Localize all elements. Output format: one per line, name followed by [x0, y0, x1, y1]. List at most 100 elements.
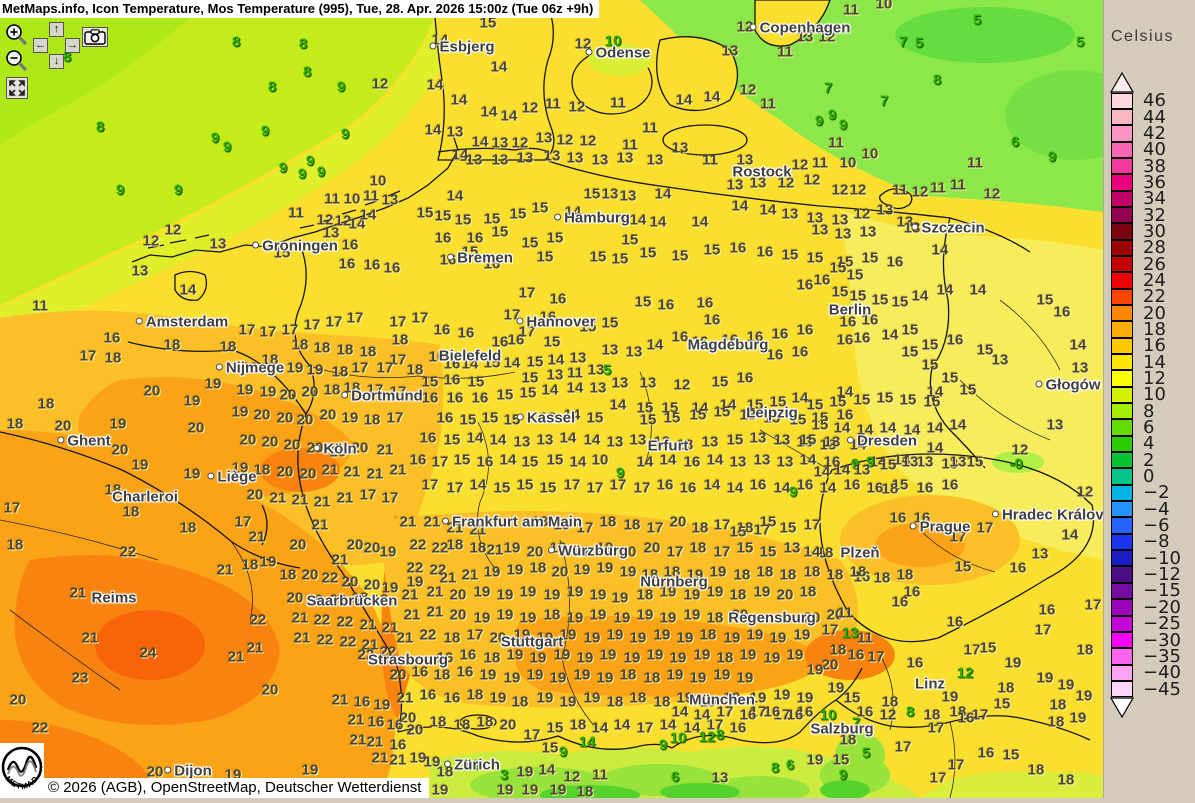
- scale-swatch: [1111, 337, 1133, 354]
- map-title: MetMaps.info, Icon Temperature, Mos Temp…: [0, 0, 600, 18]
- scale-overflow-top-triangle: [1110, 72, 1134, 93]
- scale-swatch: [1111, 566, 1133, 583]
- scale-label: 14: [1143, 351, 1166, 373]
- scale-label: 42: [1143, 122, 1166, 144]
- scale-entry: −40: [1111, 662, 1181, 684]
- scale-swatch: [1111, 452, 1133, 469]
- scale-label: −40: [1143, 662, 1181, 684]
- scale-label: 0: [1143, 466, 1155, 488]
- scale-swatch: [1111, 419, 1133, 436]
- pan-right-button[interactable]: →: [65, 38, 80, 53]
- scale-label: −35: [1143, 645, 1181, 667]
- scale-swatch: [1111, 533, 1133, 551]
- arrow-right-icon: →: [67, 39, 78, 51]
- zoom-in-button[interactable]: [5, 23, 29, 47]
- scale-swatch: [1111, 648, 1133, 665]
- camera-icon: [84, 29, 106, 45]
- scale-entry: 42: [1111, 122, 1181, 144]
- scale-swatch: [1111, 321, 1133, 338]
- scale-entry: 46: [1111, 90, 1181, 112]
- scale-entry: 10: [1111, 384, 1181, 406]
- arrow-down-icon: ↓: [53, 55, 60, 67]
- scale-label: 16: [1143, 335, 1166, 357]
- legend-sidebar: Celsius 46 44 42 40 38 36 34 32 30 28 26 24 22 20 18 16…: [1103, 0, 1195, 798]
- scale-swatch: [1111, 403, 1133, 420]
- scale-entry: 4: [1111, 435, 1181, 453]
- scale-swatch: [1111, 615, 1133, 632]
- scale-swatch: [1111, 288, 1133, 305]
- scale-swatch: [1111, 92, 1133, 109]
- arrow-up-icon: ↑: [53, 23, 60, 35]
- scale-label: 30: [1143, 220, 1166, 242]
- scale-entry: −25: [1111, 615, 1181, 633]
- scale-label: −6: [1143, 515, 1170, 537]
- scale-swatches: 46 44 42 40 38 36 34 32 30 28 26 24 22 20 18 16 14 12 10 8 6…: [1111, 90, 1181, 698]
- scale-swatch: [1111, 190, 1133, 207]
- scale-entry: 30: [1111, 220, 1181, 242]
- scale-swatch: [1111, 174, 1133, 191]
- basemap-graphics: [0, 0, 1103, 798]
- scale-swatch: [1111, 550, 1133, 567]
- scale-entry: −8: [1111, 531, 1181, 553]
- scale-swatch: [1111, 631, 1133, 649]
- scale-swatch: [1111, 386, 1133, 404]
- scale-entry: 18: [1111, 318, 1181, 340]
- scale-swatch: [1111, 468, 1133, 485]
- legend-title: Celsius: [1111, 28, 1174, 45]
- scale-swatch: [1111, 157, 1133, 175]
- scale-label: −4: [1143, 498, 1170, 520]
- scale-label: 26: [1143, 253, 1166, 275]
- scale-swatch: [1111, 272, 1133, 289]
- scale-label: −2: [1143, 482, 1170, 504]
- zoom-out-button[interactable]: [5, 49, 29, 73]
- scale-entry: 22: [1111, 286, 1181, 308]
- scale-label: 12: [1143, 368, 1166, 390]
- scale-label: 2: [1143, 449, 1155, 471]
- scale-entry: 12: [1111, 368, 1181, 390]
- scale-entry: −15: [1111, 580, 1181, 602]
- scale-entry: −45: [1111, 680, 1181, 698]
- scale-label: 40: [1143, 139, 1166, 161]
- scale-label: 38: [1143, 155, 1166, 177]
- scale-swatch: [1111, 517, 1133, 534]
- scale-label: −10: [1143, 547, 1181, 569]
- scale-entry: 0: [1111, 466, 1181, 488]
- scale-entry: 28: [1111, 239, 1181, 257]
- scale-label: 10: [1143, 384, 1166, 406]
- pan-down-button[interactable]: ↓: [49, 54, 64, 69]
- scale-label: 18: [1143, 318, 1166, 340]
- scale-entry: 20: [1111, 302, 1181, 324]
- scale-entry: 44: [1111, 108, 1181, 126]
- magnifier-plus-icon: [6, 24, 28, 46]
- scale-label: 34: [1143, 188, 1166, 210]
- pan-up-button[interactable]: ↑: [49, 22, 64, 37]
- scale-label: 20: [1143, 302, 1166, 324]
- scale-label: −15: [1143, 580, 1181, 602]
- scale-swatch: [1111, 435, 1133, 453]
- scale-label: 8: [1143, 400, 1155, 422]
- scale-entry: 36: [1111, 173, 1181, 191]
- pan-left-button[interactable]: ←: [33, 38, 48, 53]
- metmaps-logo[interactable]: METMAPS: [0, 736, 44, 798]
- weather-map[interactable]: 8 8 8 8 8 9 8 9 9 9 9 9 9 9 9 9 9 10 5 5 7 5 8 7 7 9 9 9 6 9 15 14 14 14 1…: [0, 0, 1103, 798]
- scale-label: −8: [1143, 531, 1170, 553]
- scale-entry: −6: [1111, 515, 1181, 537]
- scale-entry: 14: [1111, 351, 1181, 373]
- scale-swatch: [1111, 370, 1133, 387]
- scale-swatch: [1111, 304, 1133, 322]
- scale-entry: −12: [1111, 566, 1181, 584]
- scale-entry: 8: [1111, 400, 1181, 422]
- scale-swatch: [1111, 354, 1133, 371]
- snapshot-button[interactable]: [82, 27, 108, 47]
- scale-entry: −2: [1111, 482, 1181, 504]
- pan-pad: ↑ ← → ↓: [33, 22, 80, 69]
- scale-entry: −10: [1111, 547, 1181, 569]
- scale-entry: 2: [1111, 449, 1181, 471]
- scale-label: 24: [1143, 269, 1166, 291]
- scale-swatch: [1111, 582, 1133, 600]
- scale-label: −30: [1143, 629, 1181, 651]
- scale-swatch: [1111, 141, 1133, 158]
- fullscreen-button[interactable]: [6, 77, 28, 99]
- scale-label: 46: [1143, 90, 1166, 112]
- scale-label: 22: [1143, 286, 1166, 308]
